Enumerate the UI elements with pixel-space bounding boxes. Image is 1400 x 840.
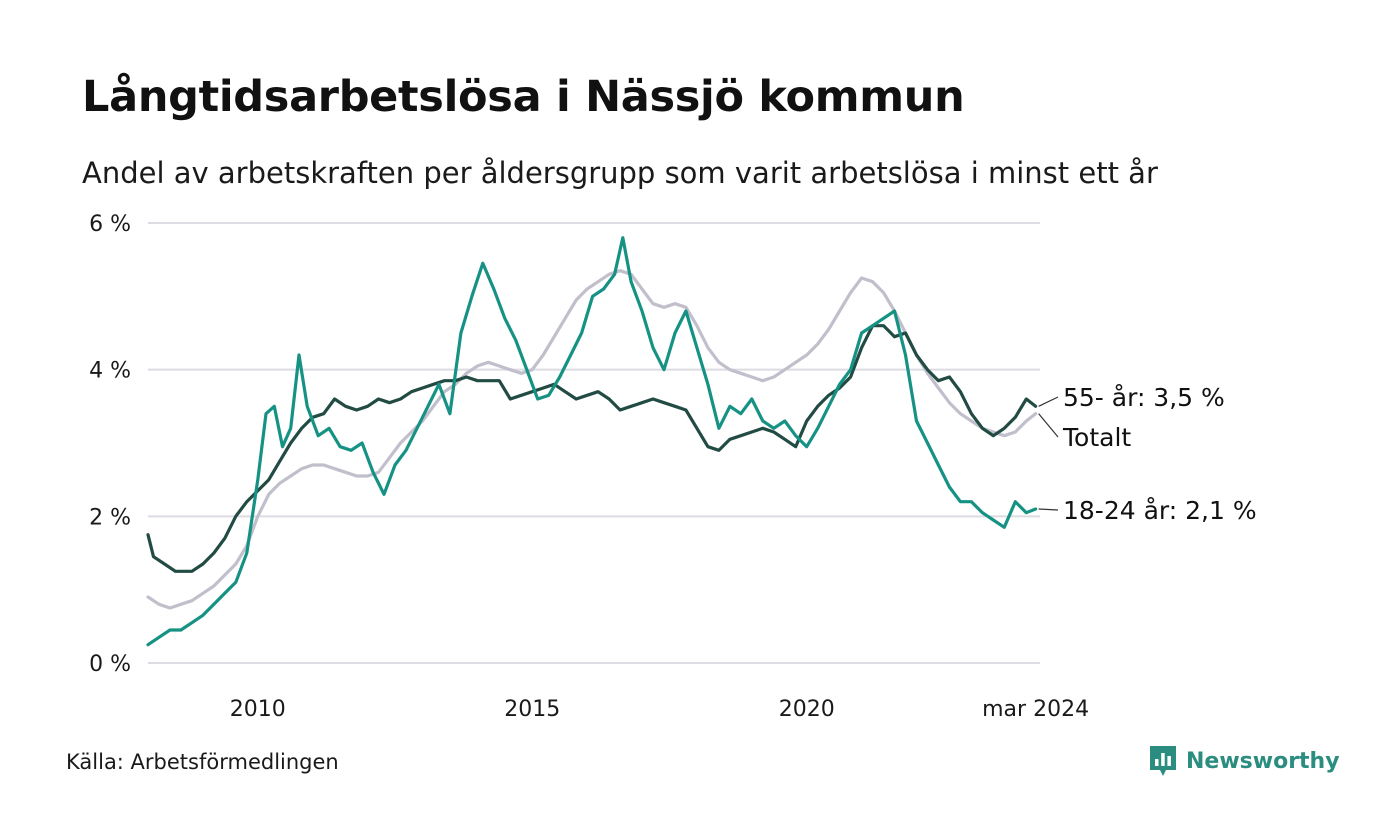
y-tick-label: 6 % bbox=[89, 212, 131, 237]
brand-name: Newsworthy bbox=[1186, 748, 1340, 774]
y-tick-label: 2 % bbox=[89, 505, 131, 530]
brand-logo: Newsworthy bbox=[1148, 744, 1340, 778]
source-note: Källa: Arbetsförmedlingen bbox=[66, 750, 339, 774]
gridlines bbox=[148, 222, 1040, 664]
label-leader-line bbox=[1038, 508, 1059, 511]
label-leader-line bbox=[1038, 413, 1059, 438]
chart-subtitle: Andel av arbetskraften per åldersgrupp s… bbox=[82, 156, 1158, 190]
y-axis: 0 % 2 % 4 % 6 % bbox=[89, 212, 131, 677]
x-axis: 2010 2015 2020 mar 2024 bbox=[230, 697, 1089, 722]
y-tick-label: 0 % bbox=[89, 652, 131, 677]
x-tick-label: 2020 bbox=[779, 697, 835, 722]
newsworthy-logo-icon bbox=[1150, 746, 1176, 776]
x-tick-label: 2015 bbox=[504, 697, 560, 722]
series-line-18-24-r bbox=[146, 236, 1038, 647]
series-line-totalt bbox=[146, 269, 1038, 610]
series-labels: Totalt 55- år: 3,5 % 18-24 år: 2,1 % bbox=[1038, 383, 1257, 525]
series-line-55-r bbox=[146, 324, 1038, 573]
series-end-label: 55- år: 3,5 % bbox=[1063, 383, 1225, 412]
x-tick-label: mar 2024 bbox=[982, 697, 1089, 722]
label-leader-line bbox=[1038, 396, 1059, 407]
chart-title: Långtidsarbetslösa i Nässjö kommun bbox=[82, 72, 965, 122]
y-tick-label: 4 % bbox=[89, 359, 131, 384]
series-end-label: 18-24 år: 2,1 % bbox=[1063, 496, 1257, 525]
x-tick-label: 2010 bbox=[230, 697, 286, 722]
series-end-label: Totalt bbox=[1062, 423, 1131, 452]
series-lines bbox=[146, 236, 1038, 647]
